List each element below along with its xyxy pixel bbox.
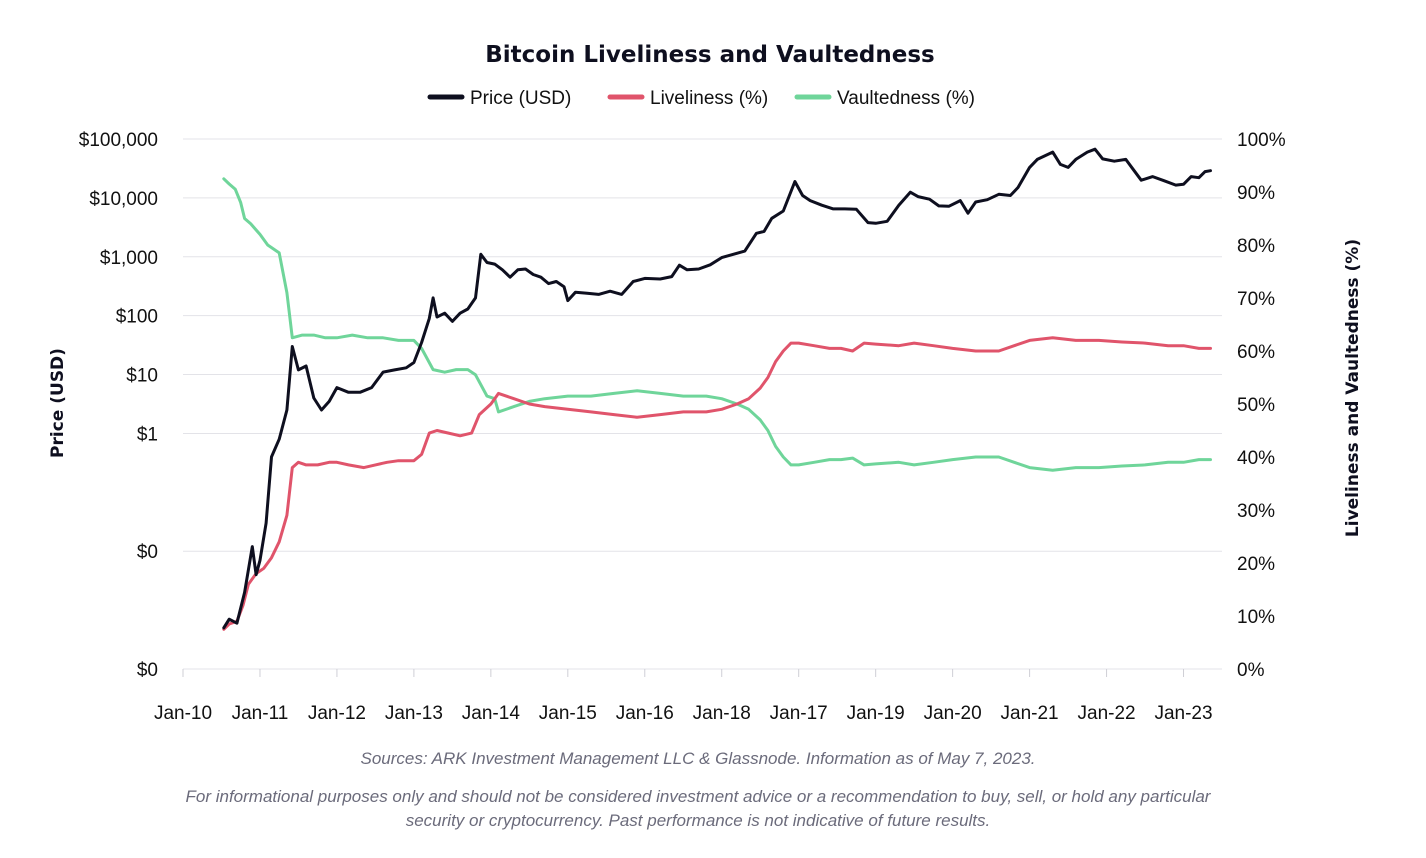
series-line-price-usd <box>222 147 1212 630</box>
disclaimer-line-1: For informational purposes only and shou… <box>186 787 1212 806</box>
x-tick-label: Jan-17 <box>770 703 828 724</box>
right-tick-label: 20% <box>1237 554 1275 575</box>
left-axis-ticks: $0 $0 $1 $10 $100 $1,000 $10,000 $100,000 <box>79 130 158 681</box>
right-tick-label: 30% <box>1237 501 1275 522</box>
x-tick-label: Jan-23 <box>1154 703 1212 724</box>
right-tick-label: 80% <box>1237 236 1275 257</box>
sources-note: Sources: ARK Investment Management LLC &… <box>361 749 1036 768</box>
right-tick-label: 10% <box>1237 607 1275 628</box>
x-axis-ticks: Jan-10 Jan-11 Jan-12 Jan-13 Jan-14 Jan-15 Jan-… <box>154 669 1213 724</box>
chart-title: Bitcoin Liveliness and Vaultedness <box>485 42 934 68</box>
legend: Price (USD) Liveliness (%) Vaultedness (%) <box>427 88 975 109</box>
left-tick-label: $10 <box>126 366 158 387</box>
right-tick-label: 0% <box>1237 660 1265 681</box>
left-axis-title: Price (USD) <box>48 348 68 458</box>
right-tick-label: 70% <box>1237 289 1275 310</box>
left-tick-label: $1 <box>137 424 158 445</box>
right-axis-ticks: 0% 10% 20% 30% 40% 50% 60% 70% 80% 90% 100% <box>1237 130 1286 681</box>
right-tick-label: 40% <box>1237 448 1275 469</box>
right-axis-title: Liveliness and Vaultedness (%) <box>1343 239 1363 537</box>
x-tick-label: Jan-16 <box>616 703 674 724</box>
gridlines <box>183 138 1222 670</box>
left-tick-label: $100,000 <box>79 130 158 151</box>
left-tick-label: $10,000 <box>89 189 158 210</box>
right-tick-label: 60% <box>1237 342 1275 363</box>
left-tick-label: $100 <box>116 307 158 328</box>
legend-label: Price (USD) <box>470 88 571 109</box>
right-tick-label: 90% <box>1237 183 1275 204</box>
x-tick-label: Jan-11 <box>232 703 289 724</box>
x-tick-label: Jan-21 <box>1001 703 1059 724</box>
right-tick-label: 100% <box>1237 130 1286 151</box>
x-tick-label: Jan-14 <box>462 703 521 724</box>
series-line-liveliness <box>222 336 1212 631</box>
x-tick-label: Jan-19 <box>847 703 905 724</box>
series-lines <box>222 147 1212 631</box>
left-tick-label: $0 <box>137 660 158 681</box>
legend-label: Liveliness (%) <box>650 88 768 109</box>
x-tick-label: Jan-10 <box>154 703 212 724</box>
x-tick-label: Jan-15 <box>539 703 597 724</box>
disclaimer-line-2: security or cryptocurrency. Past perform… <box>406 811 991 830</box>
legend-label: Vaultedness (%) <box>837 88 975 109</box>
left-tick-label: $0 <box>137 542 158 563</box>
left-tick-label: $1,000 <box>100 248 158 269</box>
x-tick-label: Jan-13 <box>385 703 443 724</box>
x-tick-label: Jan-22 <box>1078 703 1136 724</box>
right-tick-label: 50% <box>1237 395 1275 416</box>
series-line-vaultedness <box>222 177 1212 472</box>
x-tick-label: Jan-12 <box>308 703 366 724</box>
x-tick-label: Jan-18 <box>693 703 751 724</box>
x-tick-label: Jan-20 <box>924 703 982 724</box>
